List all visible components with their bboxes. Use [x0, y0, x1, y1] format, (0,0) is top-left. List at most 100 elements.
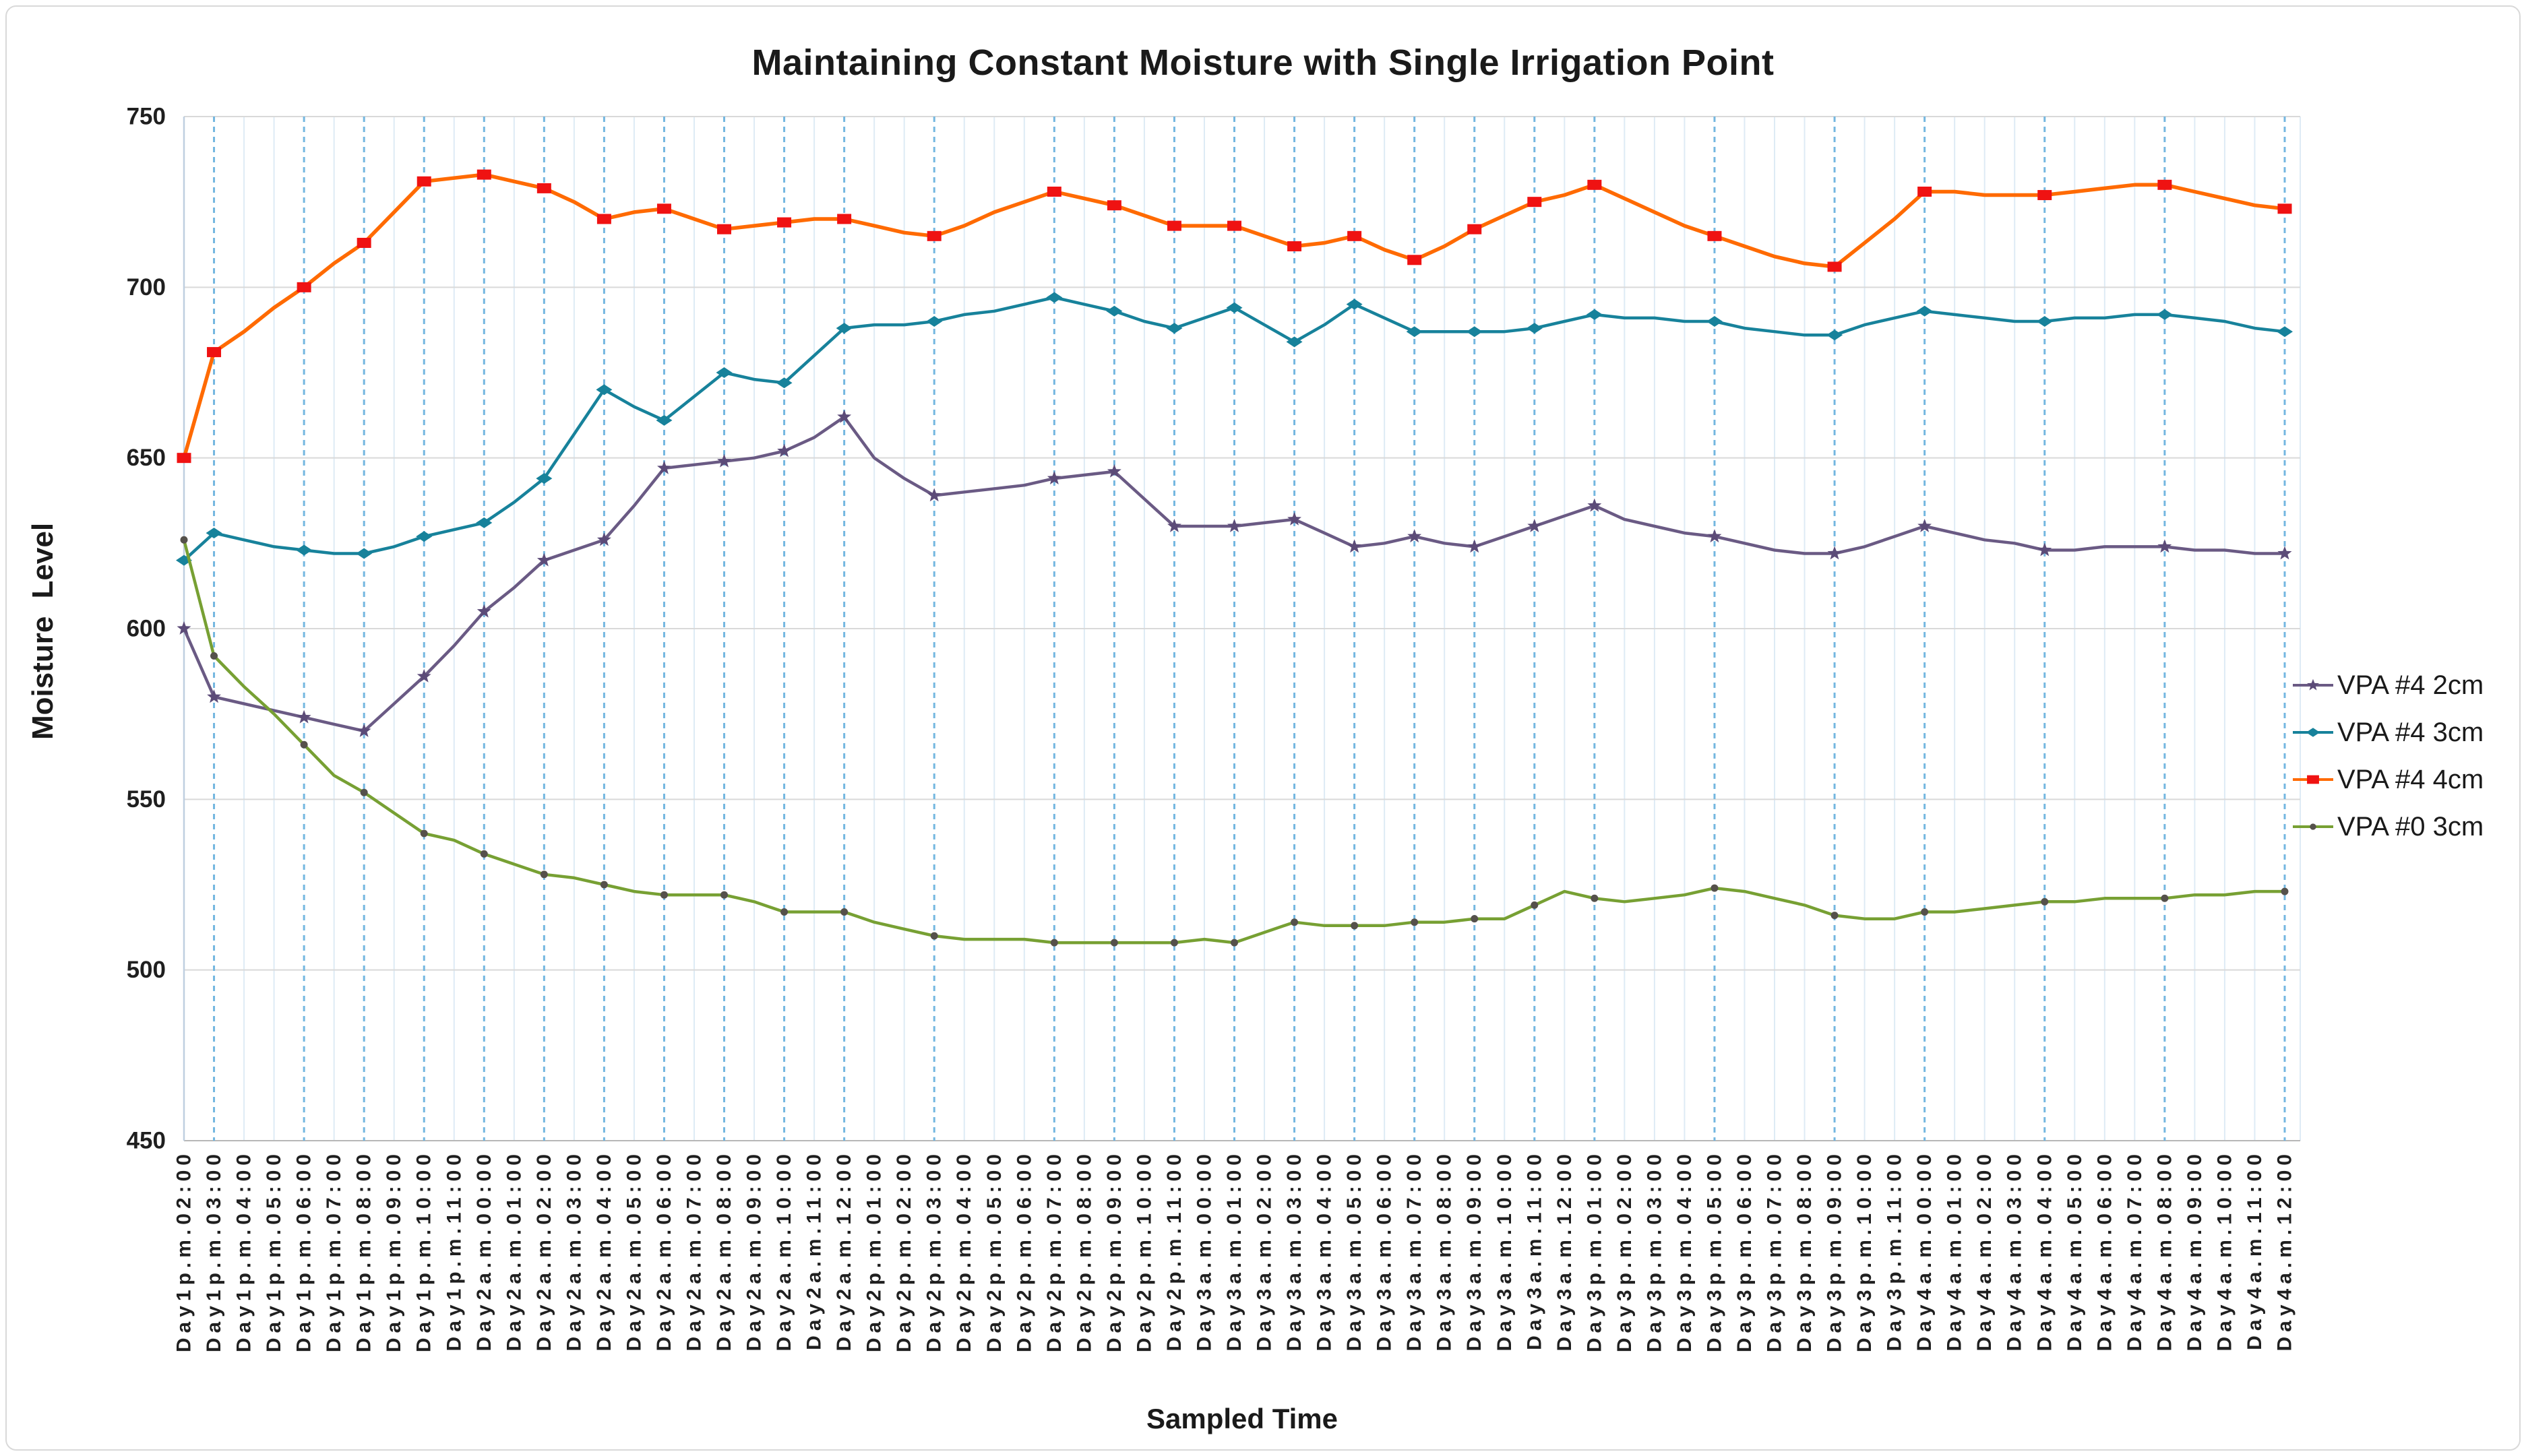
chart-title: Maintaining Constant Moisture with Singl…: [751, 42, 1775, 83]
star-marker: [476, 604, 491, 618]
x-tick-label: Day2a.m.08:00: [713, 1149, 735, 1351]
square-marker: [357, 237, 371, 248]
x-tick-label: Day2p.m.07:00: [1043, 1149, 1066, 1352]
x-tick-label: Day3a.m.09:00: [1463, 1149, 1485, 1351]
x-tick-label: Day1p.m.10:00: [413, 1149, 435, 1352]
square-marker: [656, 203, 671, 214]
legend-label-vpa4-4cm: VPA #4 4cm: [2337, 764, 2484, 794]
dot-marker: [600, 881, 608, 889]
legend-marker-vpa4-2cm-icon: [2293, 678, 2333, 691]
diamond-marker: [296, 544, 313, 556]
diamond-marker: [356, 548, 373, 559]
square-marker: [777, 217, 792, 228]
diamond-marker: [656, 414, 673, 426]
dot-marker: [360, 788, 368, 796]
x-tick-label: Day1p.m.03:00: [203, 1149, 225, 1352]
star-marker: [927, 488, 942, 502]
x-tick-label: Day2p.m.09:00: [1103, 1149, 1126, 1352]
dot-marker: [540, 871, 548, 879]
x-tick-label: Day3a.m.07:00: [1403, 1149, 1425, 1351]
x-tick-label: Day2p.m.02:00: [893, 1149, 915, 1352]
star-marker: [1707, 529, 1722, 543]
x-tick-label: Day4a.m.08:00: [2153, 1149, 2176, 1351]
dot-marker: [300, 740, 308, 749]
diamond-marker: [476, 517, 493, 528]
dot-marker: [840, 908, 849, 916]
x-tick-label: Day4a.m.12:00: [2274, 1149, 2296, 1351]
diamond-marker: [2156, 309, 2173, 320]
x-tick-label: Day4a.m.09:00: [2184, 1149, 2206, 1351]
x-tick-label: Day3a.m.01:00: [1223, 1149, 1245, 1351]
dot-marker: [2161, 894, 2169, 902]
square-marker: [536, 183, 551, 193]
star-marker: [357, 724, 371, 737]
square-marker: [2307, 775, 2319, 784]
x-tick-label: Day3a.m.00:00: [1193, 1149, 1215, 1351]
dot-marker: [1830, 912, 1839, 920]
square-marker: [927, 230, 942, 241]
diamond-marker: [716, 367, 733, 378]
diamond-marker: [2306, 728, 2320, 737]
y-tick-label: 450: [127, 1128, 166, 1154]
series-vpa-4-2cm: [177, 409, 2292, 737]
x-tick-label: Day3p.m.07:00: [1764, 1149, 1786, 1352]
series-vpa-4-3cm: [176, 292, 2293, 566]
star-marker: [177, 621, 191, 635]
x-tick-label: Day4a.m.00:00: [1913, 1149, 1936, 1351]
dot-marker: [1411, 918, 1419, 926]
series-vpa-4-4cm: [177, 169, 2292, 464]
legend-item-vpa4-4cm: VPA #4 4cm: [2291, 756, 2524, 803]
x-tick-label: Day2a.m.02:00: [533, 1149, 555, 1351]
square-marker: [2037, 190, 2052, 201]
square-marker: [596, 214, 611, 224]
star-marker: [1827, 546, 1842, 560]
x-tick-label: Day1p.m.06:00: [293, 1149, 315, 1352]
x-tick-label: Day2a.m.03:00: [563, 1149, 585, 1351]
star-marker: [777, 443, 791, 457]
square-marker: [1827, 261, 1842, 272]
square-marker: [297, 282, 311, 292]
dot-marker: [1050, 939, 1058, 947]
diamond-marker: [416, 531, 433, 542]
dot-marker: [660, 891, 668, 899]
x-tick-label: Day3a.m.11:00: [1523, 1149, 1545, 1350]
diamond-marker: [1466, 326, 1483, 338]
square-marker: [1527, 197, 1542, 208]
x-tick-label: Day2a.m.06:00: [653, 1149, 675, 1351]
square-marker: [207, 347, 222, 358]
star-marker: [2307, 678, 2319, 691]
x-tick-label: Day3a.m.02:00: [1254, 1149, 1276, 1351]
x-tick-label: Day4a.m.11:00: [2244, 1149, 2266, 1350]
diamond-marker: [926, 316, 943, 327]
y-tick-label: 600: [127, 616, 166, 642]
x-tick-label: Day4a.m.01:00: [1944, 1149, 1966, 1351]
dot-marker: [2281, 887, 2289, 895]
star-marker: [1467, 539, 1482, 553]
x-tick-label: Day2p.m.08:00: [1073, 1149, 1095, 1352]
star-marker: [1167, 519, 1181, 532]
diamond-marker: [596, 384, 613, 395]
star-marker: [1287, 511, 1301, 526]
x-tick-label: Day4a.m.07:00: [2124, 1149, 2146, 1351]
dot-marker: [1531, 901, 1539, 909]
diamond-marker: [206, 528, 222, 539]
diamond-marker: [2277, 326, 2293, 338]
x-tick-label: Day2p.m.01:00: [863, 1149, 886, 1352]
diamond-marker: [1826, 329, 1843, 341]
star-marker: [2277, 546, 2292, 560]
star-marker: [657, 460, 671, 474]
x-tick-label: Day2a.m.04:00: [593, 1149, 615, 1351]
y-axis-title: Moisture Level: [26, 522, 59, 740]
x-tick-label: Day2p.m.06:00: [1013, 1149, 1035, 1352]
dot-marker: [1231, 939, 1238, 947]
dot-marker: [780, 908, 789, 916]
dot-marker: [1351, 922, 1359, 930]
star-marker: [1527, 519, 1542, 532]
x-tick-label: Day3p.m.10:00: [1853, 1149, 1876, 1352]
x-tick-label: Day3p.m.01:00: [1583, 1149, 1605, 1352]
diamond-marker: [776, 377, 793, 389]
diamond-marker: [1106, 305, 1123, 317]
star-marker: [1107, 464, 1121, 478]
square-marker: [417, 176, 431, 187]
